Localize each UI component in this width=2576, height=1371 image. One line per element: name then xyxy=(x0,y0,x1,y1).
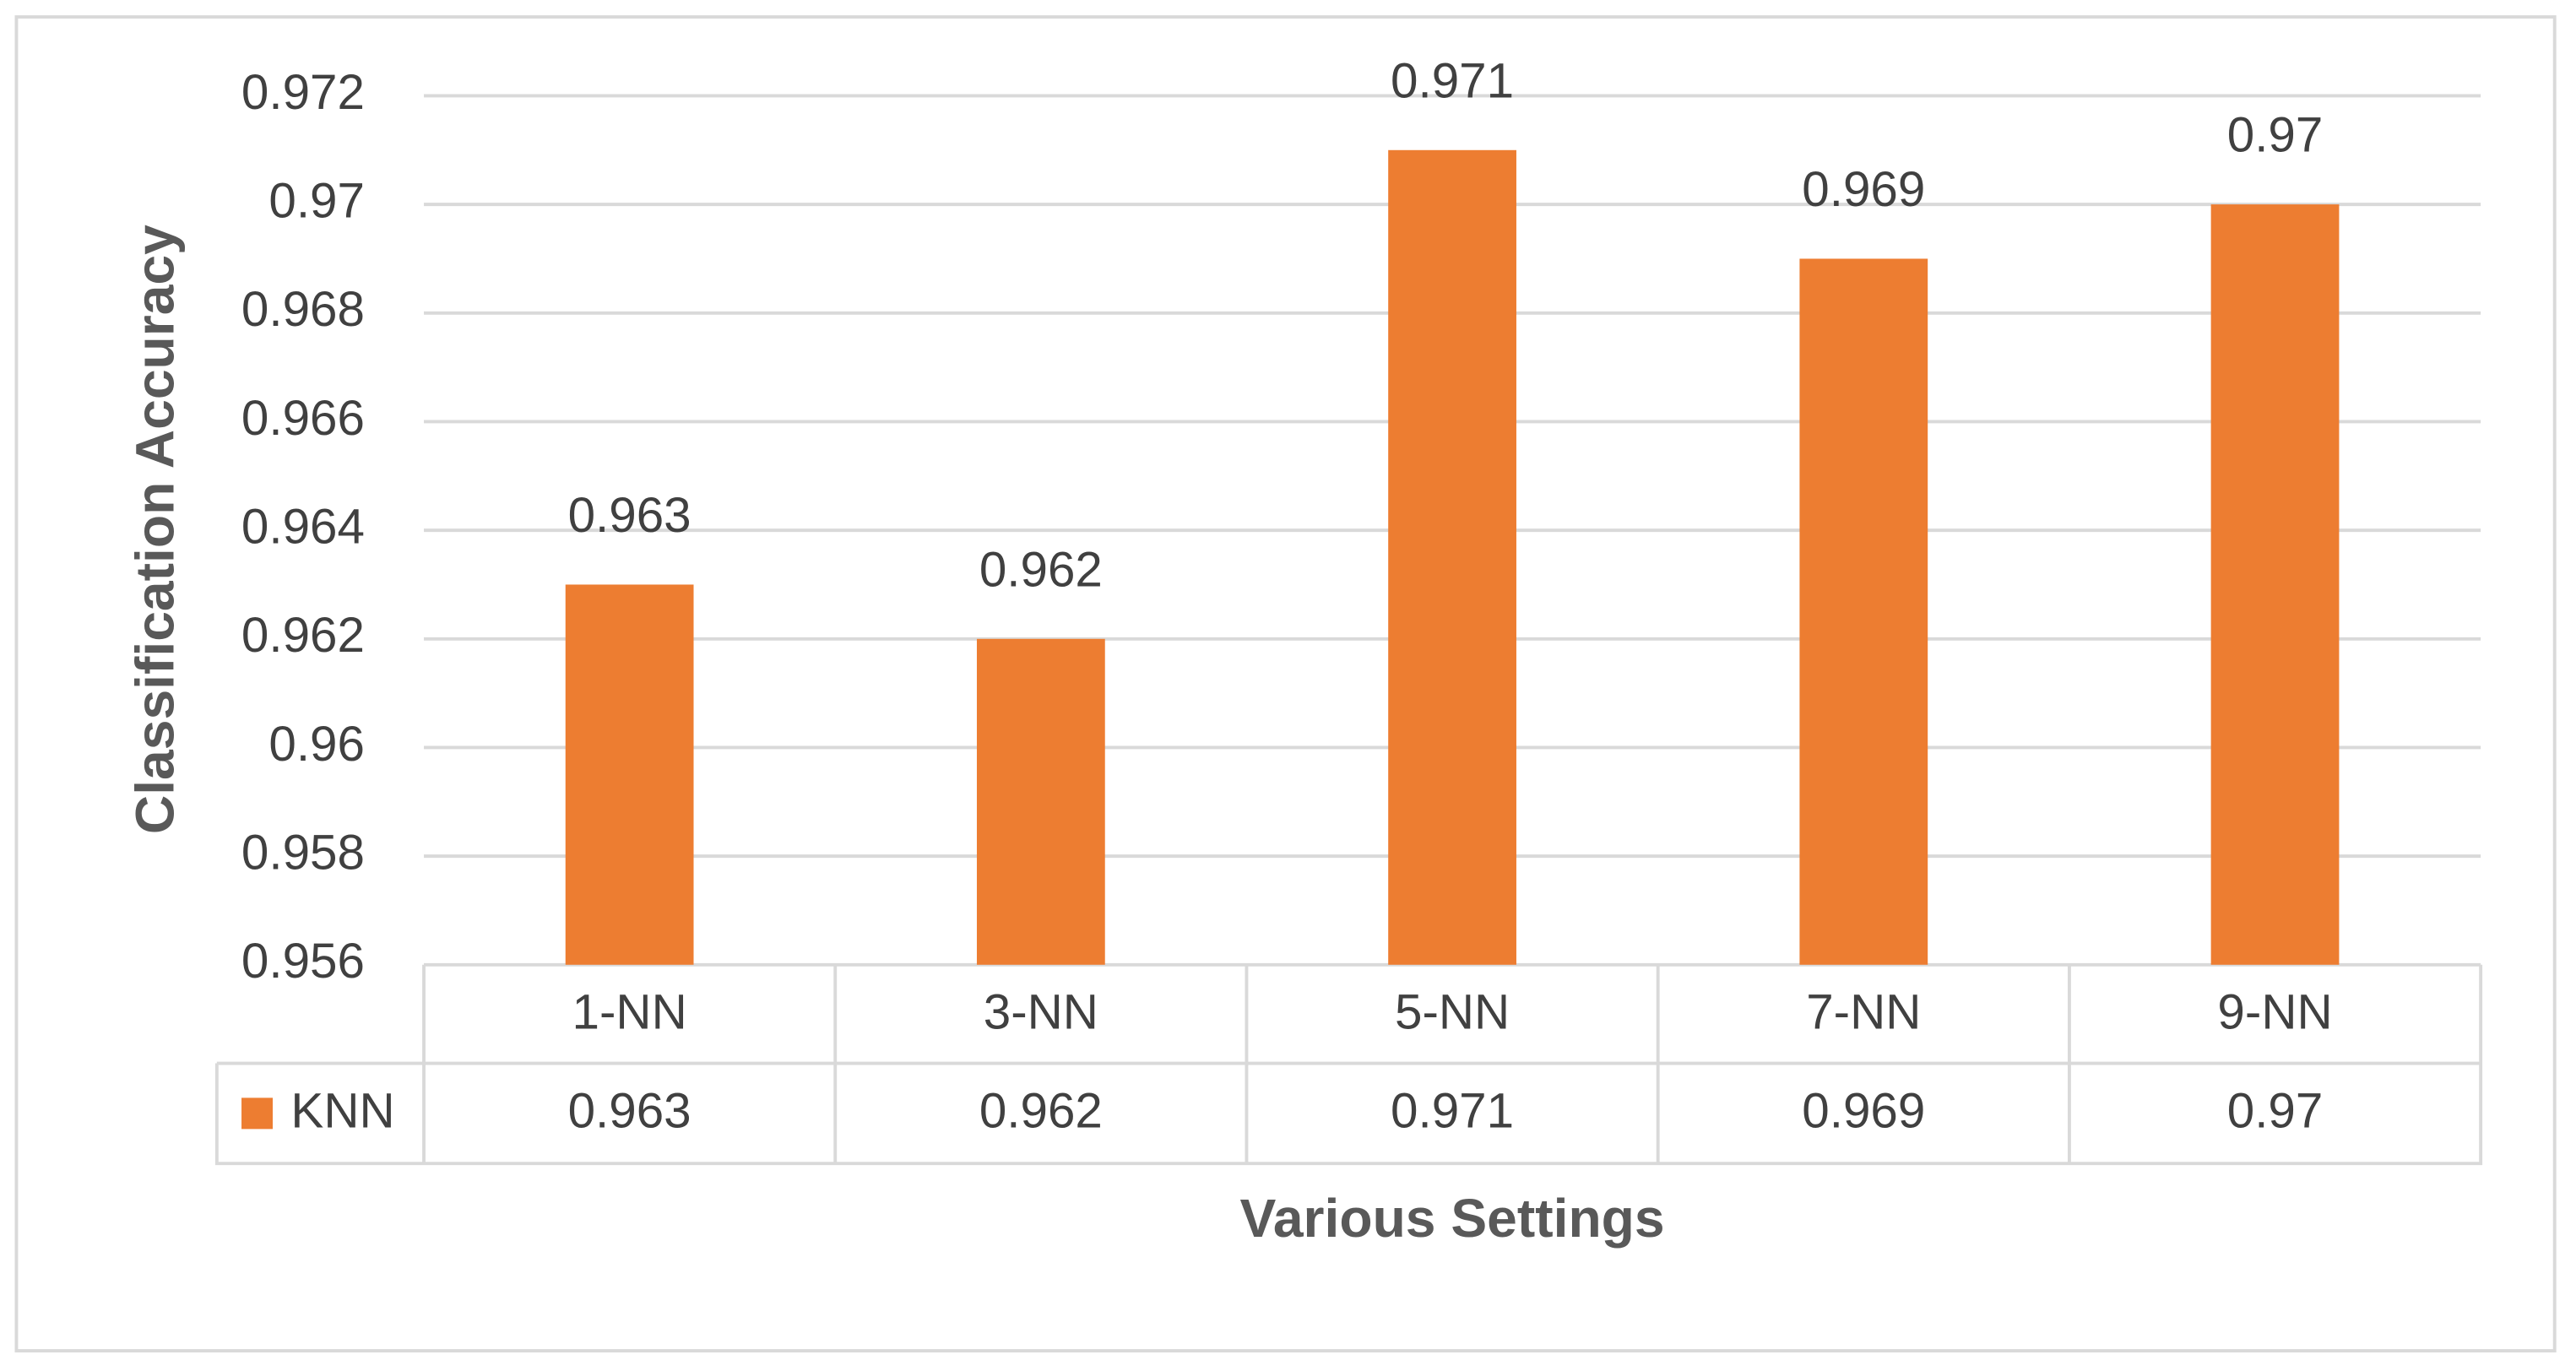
x-tick-label: 5-NN xyxy=(1395,985,1510,1040)
data-table-value: 0.971 xyxy=(1391,1083,1514,1138)
y-axis-title: Classification Accuracy xyxy=(125,225,186,834)
y-tick-label: 0.964 xyxy=(241,500,365,555)
data-table-value: 0.962 xyxy=(979,1083,1103,1138)
data-label: 0.962 xyxy=(979,542,1103,597)
legend-swatch xyxy=(241,1097,274,1130)
bar xyxy=(1388,149,1516,965)
data-label: 0.971 xyxy=(1391,53,1514,108)
chart-border xyxy=(14,15,2557,1352)
bar xyxy=(976,638,1105,965)
x-tick-label: 1-NN xyxy=(572,985,687,1040)
data-table-border xyxy=(214,964,2483,1166)
x-tick-label: 3-NN xyxy=(984,985,1098,1040)
y-tick-label: 0.956 xyxy=(241,934,365,989)
y-tick-label: 0.966 xyxy=(241,391,365,446)
y-tick-label: 0.972 xyxy=(241,65,365,120)
x-tick-label: 9-NN xyxy=(2217,985,2332,1040)
bar xyxy=(565,584,694,965)
y-tick-label: 0.958 xyxy=(241,826,365,881)
data-label: 0.969 xyxy=(1802,162,1925,217)
y-tick-label: 0.97 xyxy=(268,174,365,229)
y-tick-label: 0.962 xyxy=(241,608,365,663)
x-axis-title: Various Settings xyxy=(1240,1188,1665,1249)
data-table-value: 0.97 xyxy=(2227,1083,2324,1138)
data-label: 0.97 xyxy=(2227,108,2324,163)
bar xyxy=(2210,204,2340,965)
x-tick-label: 7-NN xyxy=(1806,985,1921,1040)
y-tick-label: 0.968 xyxy=(241,282,365,337)
y-tick-label: 0.96 xyxy=(268,717,365,772)
bar xyxy=(1799,258,1928,965)
data-label: 0.963 xyxy=(568,488,691,543)
legend-label: KNN xyxy=(290,1083,394,1138)
data-table-value: 0.969 xyxy=(1802,1083,1925,1138)
data-table-value: 0.963 xyxy=(568,1083,691,1138)
